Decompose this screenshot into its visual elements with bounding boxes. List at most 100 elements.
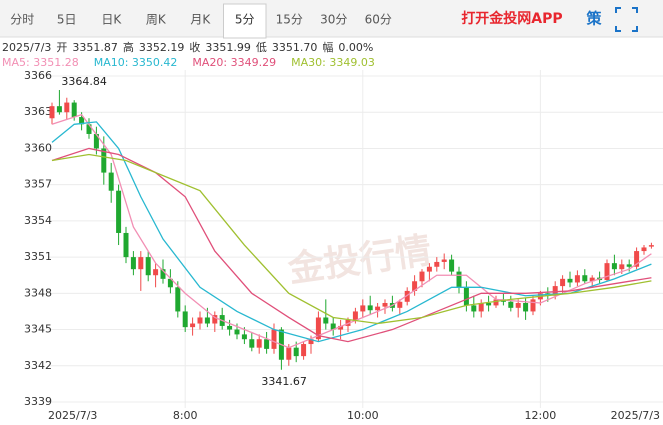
candle-body: [167, 278, 173, 288]
toolbar-bg: [0, 0, 663, 37]
candle-body: [574, 275, 580, 283]
candle-body: [108, 172, 114, 191]
candle-body: [241, 334, 247, 340]
candle-body: [404, 290, 410, 302]
candle-body: [360, 305, 366, 312]
legend-entry: MA20: 3349.29: [192, 56, 276, 69]
candle-body: [611, 263, 617, 270]
tab[interactable]: 60分: [365, 13, 392, 27]
candle-body: [426, 266, 432, 272]
candle-body: [634, 251, 640, 267]
candle-body: [153, 269, 159, 276]
candle-body: [552, 286, 558, 296]
candle-body: [382, 302, 388, 307]
candle-body: [138, 257, 144, 270]
candle-body: [116, 190, 122, 233]
tab[interactable]: 日K: [101, 13, 122, 27]
y-tick-label: 3366: [24, 69, 52, 82]
candle-body: [323, 317, 329, 324]
extreme-label: 3364.84: [61, 75, 107, 88]
candle-body: [101, 148, 107, 173]
candle-body: [434, 261, 440, 267]
candle-body: [197, 317, 203, 324]
candle-body: [49, 106, 55, 119]
candle-body: [582, 275, 588, 282]
x-tick-label: 12:00: [525, 409, 557, 422]
candle-body: [375, 306, 381, 311]
candle-body: [256, 339, 262, 348]
candle-body: [560, 278, 566, 287]
candle-body: [471, 305, 477, 312]
ma-line: [51, 121, 652, 343]
info-value: 3351.87: [72, 41, 118, 54]
ma-line: [51, 153, 652, 325]
candle-body: [330, 323, 336, 330]
x-end-label: 2025/7/3: [611, 409, 660, 422]
watermark: 金投行情: [285, 229, 434, 291]
info-label: 幅: [322, 41, 333, 54]
info-value: 3351.99: [205, 41, 251, 54]
legend-entry: MA5: 3351.28: [2, 56, 79, 69]
info-value: 3351.70: [272, 41, 318, 54]
tab[interactable]: 月K: [190, 13, 211, 27]
tab[interactable]: 周K: [146, 13, 167, 27]
y-tick-label: 3354: [24, 214, 52, 227]
candle-body: [456, 271, 462, 288]
info-value: 3352.19: [139, 41, 185, 54]
candle-body: [338, 325, 344, 330]
candle-body: [523, 302, 529, 312]
candle-body: [567, 278, 573, 283]
x-start-label: 2025/7/3: [48, 409, 97, 422]
tab[interactable]: 5日: [57, 13, 77, 27]
info-label: 低: [256, 41, 267, 54]
candle-body: [212, 315, 218, 324]
info-value: 0.00%: [338, 41, 373, 54]
candle-body: [86, 124, 92, 134]
candle-body: [79, 117, 85, 125]
candle-body: [175, 287, 181, 312]
candle-body: [315, 317, 321, 340]
candle-body: [604, 263, 610, 281]
candle-body: [308, 339, 314, 345]
candle-body: [264, 339, 270, 349]
candle-body: [419, 271, 425, 282]
strategy-icon[interactable]: 策: [585, 10, 602, 28]
candle-body: [626, 264, 632, 267]
y-tick-label: 3342: [24, 359, 52, 372]
tab-active-bg: [223, 3, 267, 39]
candle-body: [293, 347, 299, 357]
x-tick-label: 10:00: [347, 409, 379, 422]
candle-body: [641, 247, 647, 252]
info-label: 收: [189, 40, 200, 54]
candle-body: [64, 102, 70, 113]
info-label: 高: [123, 40, 134, 54]
tab[interactable]: 分时: [10, 13, 34, 27]
y-tick-label: 3348: [24, 286, 52, 299]
x-tick-label: 8:00: [173, 409, 198, 422]
candle-body: [234, 329, 240, 335]
candle-body: [301, 344, 307, 357]
candle-body: [515, 302, 521, 308]
y-tick-label: 3357: [24, 178, 52, 191]
candle-body: [463, 287, 469, 306]
y-tick-label: 3363: [24, 105, 52, 118]
candle-body: [449, 259, 455, 272]
candle-body: [204, 317, 210, 324]
info-date: 2025/7/3: [2, 41, 51, 54]
candle-body: [56, 106, 62, 113]
tab[interactable]: 30分: [320, 13, 347, 27]
candle-body: [530, 299, 536, 312]
candle-body: [182, 311, 188, 328]
tab[interactable]: 5分: [235, 13, 255, 27]
fullscreen-icon[interactable]: [615, 7, 638, 32]
app-link[interactable]: 打开金投网APP: [461, 10, 562, 27]
candle-body: [486, 302, 492, 306]
tab[interactable]: 15分: [276, 13, 303, 27]
candle-body: [352, 311, 358, 320]
candle-body: [227, 325, 233, 330]
candle-body: [160, 269, 166, 279]
candle-body: [648, 245, 654, 247]
candle-body: [508, 301, 514, 308]
legend-entry: MA10: 3350.42: [94, 56, 178, 69]
